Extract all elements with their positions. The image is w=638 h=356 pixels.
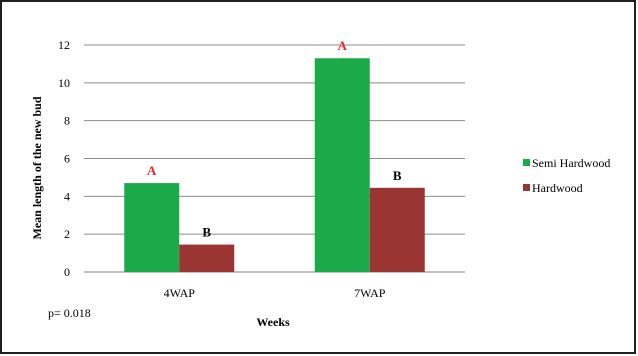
- legend-label: Semi Hardwood: [532, 156, 610, 170]
- x-axis-title: Weeks: [256, 315, 290, 329]
- p-value-annotation: p= 0.018: [48, 306, 91, 320]
- y-tick-label: 2: [64, 227, 70, 241]
- significance-labels: A B A B: [147, 38, 402, 239]
- y-tick-label: 6: [64, 152, 70, 166]
- bar: [369, 187, 425, 272]
- x-tick-label: 4WAP: [164, 286, 196, 300]
- significance-label: A: [147, 163, 157, 178]
- significance-label: A: [338, 38, 348, 53]
- y-tick-label: 8: [64, 114, 70, 128]
- y-tick-label: 4: [64, 189, 70, 203]
- legend: Semi Hardwood Hardwood: [523, 156, 610, 195]
- legend-swatch: [523, 159, 530, 166]
- x-tick-labels: 4WAP 7WAP: [164, 286, 386, 300]
- bar: [314, 58, 370, 272]
- bar: [124, 183, 180, 272]
- y-tick-labels: 0 2 4 6 8 10 12: [58, 38, 70, 279]
- significance-label: B: [393, 168, 402, 183]
- y-axis-title: Mean length of the new bud: [30, 96, 44, 239]
- y-tick-label: 10: [58, 76, 70, 90]
- legend-swatch: [523, 184, 530, 191]
- bars: [124, 58, 425, 272]
- y-tick-label: 12: [58, 38, 70, 52]
- x-tick-label: 7WAP: [354, 286, 386, 300]
- legend-label: Hardwood: [532, 181, 583, 195]
- y-tick-label: 0: [64, 265, 70, 279]
- significance-label: B: [202, 225, 211, 240]
- bar: [179, 244, 235, 272]
